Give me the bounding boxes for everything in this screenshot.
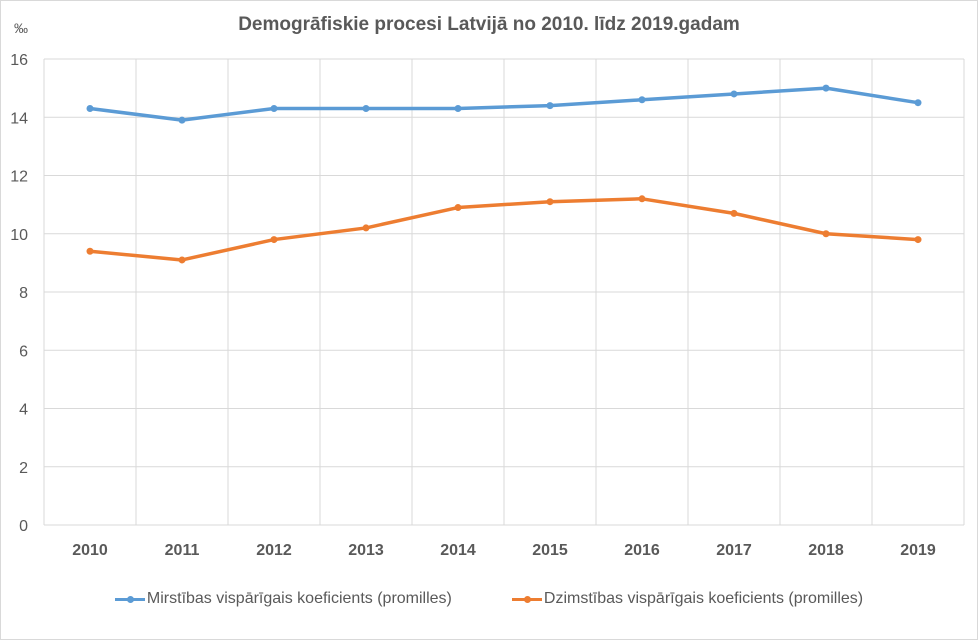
data-point-0: [270, 105, 278, 113]
data-point-0: [822, 84, 830, 92]
data-point-0: [178, 116, 186, 124]
data-point-1: [638, 195, 646, 203]
x-tick-label: 2012: [256, 542, 292, 559]
y-tick-label: 16: [10, 52, 28, 69]
x-tick-label: 2013: [348, 542, 384, 559]
legend: Mirstības vispārīgais koeficients (promi…: [0, 590, 978, 608]
y-tick-label: 4: [19, 402, 28, 419]
data-point-0: [86, 105, 94, 113]
legend-item-birth: Dzimstības vispārīgais koeficients (prom…: [511, 590, 864, 608]
data-point-1: [546, 198, 554, 206]
legend-swatch-birth: [511, 595, 542, 603]
data-point-1: [270, 236, 278, 244]
data-point-0: [730, 90, 738, 98]
data-point-0: [454, 105, 462, 113]
data-point-1: [914, 236, 922, 244]
y-axis-unit-label: ‰: [14, 20, 28, 36]
y-tick-label: 14: [10, 110, 28, 127]
data-point-1: [822, 230, 830, 238]
legend-swatch-mortality: [114, 595, 145, 603]
y-tick-label: 2: [19, 460, 28, 477]
x-tick-label: 2011: [165, 542, 200, 559]
y-tick-label: 10: [10, 227, 28, 244]
series-line-0: [89, 86, 919, 122]
data-point-1: [730, 209, 738, 217]
data-point-1: [86, 247, 94, 255]
x-tick-label: 2017: [716, 542, 752, 559]
x-tick-label: 2015: [532, 542, 568, 559]
y-tick-label: 0: [19, 518, 28, 535]
x-tick-label: 2019: [900, 542, 936, 559]
legend-item-mortality: Mirstības vispārīgais koeficients (promi…: [114, 590, 452, 608]
data-point-0: [362, 105, 370, 113]
y-tick-label: 8: [19, 285, 28, 302]
x-tick-label: 2016: [624, 542, 660, 559]
data-point-1: [178, 256, 186, 264]
legend-label: Dzimstības vispārīgais koeficients (prom…: [543, 590, 864, 607]
data-point-0: [546, 102, 554, 110]
series-line-1: [89, 197, 919, 262]
data-point-0: [914, 99, 922, 107]
x-tick-label: 2018: [808, 542, 844, 559]
legend-label: Mirstības vispārīgais koeficients (promi…: [146, 590, 452, 607]
y-tick-label: 6: [19, 343, 28, 360]
y-tick-label: 12: [10, 169, 28, 186]
data-point-0: [638, 96, 646, 104]
x-tick-label: 2014: [440, 542, 476, 559]
data-point-1: [362, 224, 370, 232]
x-tick-label: 2010: [72, 542, 108, 559]
chart-title: Demogrāfiskie procesi Latvijā no 2010. l…: [238, 14, 740, 35]
data-point-1: [454, 204, 462, 212]
